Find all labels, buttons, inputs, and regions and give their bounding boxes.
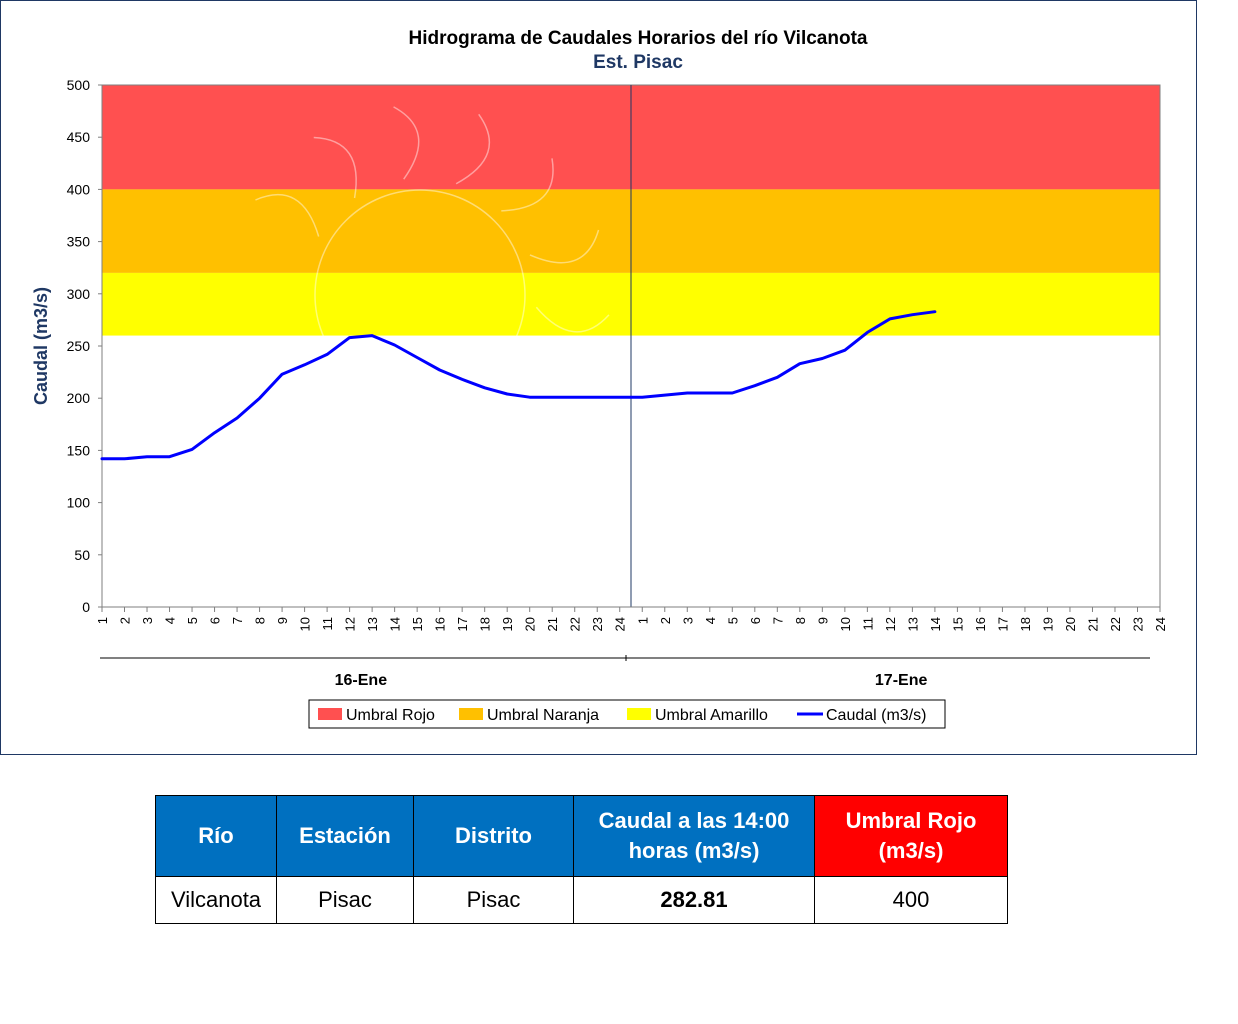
x-tick-label: 24	[613, 617, 628, 631]
x-tick-label: 13	[905, 617, 920, 631]
header-rio: Río	[155, 795, 277, 877]
x-tick-label: 8	[793, 617, 808, 624]
x-tick-label: 17	[455, 617, 470, 631]
legend-entry-label: Umbral Amarillo	[655, 707, 768, 724]
series-line-caudal	[100, 310, 937, 461]
cell-umbral-rojo: 400	[814, 876, 1008, 924]
x-tick-label: 5	[185, 617, 200, 624]
x-tick-label: 5	[725, 617, 740, 624]
y-tick-label: 350	[67, 234, 91, 250]
x-tick-label: 19	[1040, 617, 1055, 631]
legend-entry-label: Umbral Naranja	[487, 707, 599, 724]
x-tick-label: 18	[1018, 617, 1033, 631]
x-tick-label: 1	[635, 617, 650, 624]
sun-watermark	[255, 106, 610, 457]
cell-caudal: 282.81	[573, 876, 815, 924]
x-tick-label: 18	[478, 617, 493, 631]
x-tick-label: 15	[950, 617, 965, 631]
x-tick-label: 3	[140, 617, 155, 624]
x-tick-label: 20	[1063, 617, 1078, 631]
x-tick-label: 20	[523, 617, 538, 631]
x-tick-label: 23	[590, 617, 605, 631]
y-axis-label: Caudal (m3/s)	[31, 287, 51, 405]
x-tick-label: 8	[253, 617, 268, 624]
y-tick-label: 50	[74, 547, 90, 563]
table-header-row: Río Estación Distrito Caudal a las 14:00…	[155, 795, 1008, 877]
header-caudal: Caudal a las 14:00 horas (m3/s)	[573, 795, 815, 877]
y-tick-label: 200	[67, 390, 91, 406]
x-tick-label: 16	[973, 617, 988, 631]
hydrograph-chart: Hidrograma de Caudales Horarios del río …	[31, 28, 1168, 729]
x-tick-label: 11	[860, 617, 875, 631]
x-tick-label: 9	[275, 617, 290, 624]
legend-swatch	[627, 708, 651, 720]
x-tick-label: 21	[1085, 617, 1100, 631]
x-tick-label: 21	[545, 617, 560, 631]
table-row: Vilcanota Pisac Pisac 282.81 400	[155, 876, 1008, 924]
x-tick-label: 22	[568, 617, 583, 631]
x-tick-label: 10	[298, 617, 313, 631]
x-tick-label: 4	[163, 617, 178, 624]
x-tick-label: 13	[365, 617, 380, 631]
legend-entry-label: Caudal (m3/s)	[826, 707, 926, 724]
x-tick-label: 14	[928, 617, 943, 631]
cell-rio: Vilcanota	[155, 876, 277, 924]
x-tick-label: 11	[320, 617, 335, 631]
header-distrito: Distrito	[413, 795, 574, 877]
y-tick-label: 100	[67, 495, 91, 511]
x-tick-label: 6	[208, 617, 223, 624]
chart-title: Hidrograma de Caudales Horarios del río …	[409, 28, 868, 49]
cell-distrito: Pisac	[413, 876, 574, 924]
y-tick-label: 500	[67, 77, 91, 93]
x-tick-label: 2	[118, 617, 133, 624]
cell-estacion: Pisac	[276, 876, 414, 924]
y-tick-label: 300	[67, 286, 91, 302]
x-tick-label: 19	[500, 617, 515, 631]
x-tick-label: 12	[343, 617, 358, 631]
header-estacion: Estación	[276, 795, 414, 877]
x-tick-label: 24	[1153, 617, 1168, 631]
x-tick-label: 15	[410, 617, 425, 631]
x-tick-label: 9	[815, 617, 830, 624]
y-tick-label: 450	[67, 129, 91, 145]
y-tick-label: 400	[67, 181, 91, 197]
chart-subtitle: Est. Pisac	[593, 52, 683, 73]
legend-swatch	[459, 708, 483, 720]
x-tick-label: 10	[838, 617, 853, 631]
x-tick-label: 16	[433, 617, 448, 631]
x-tick-label: 1	[95, 617, 110, 624]
x-tick-label: 7	[770, 617, 785, 624]
x-tick-label: 3	[680, 617, 695, 624]
legend-entry-label: Umbral Rojo	[346, 707, 435, 724]
day-group-label: 17-Ene	[875, 672, 928, 689]
legend-swatch	[318, 708, 342, 720]
summary-table: Río Estación Distrito Caudal a las 14:00…	[155, 795, 1008, 924]
x-tick-label: 14	[388, 617, 403, 631]
day-group-label: 16-Ene	[335, 672, 388, 689]
x-tick-label: 7	[230, 617, 245, 624]
header-umbral-rojo: Umbral Rojo (m3/s)	[814, 795, 1008, 877]
x-tick-label: 4	[703, 617, 718, 624]
x-tick-label: 23	[1130, 617, 1145, 631]
y-tick-label: 150	[67, 442, 91, 458]
x-tick-label: 22	[1108, 617, 1123, 631]
x-tick-label: 6	[748, 617, 763, 624]
x-tick-label: 12	[883, 617, 898, 631]
y-tick-label: 0	[82, 599, 90, 615]
x-tick-label: 2	[658, 617, 673, 624]
y-tick-label: 250	[67, 338, 91, 354]
x-tick-label: 17	[995, 617, 1010, 631]
